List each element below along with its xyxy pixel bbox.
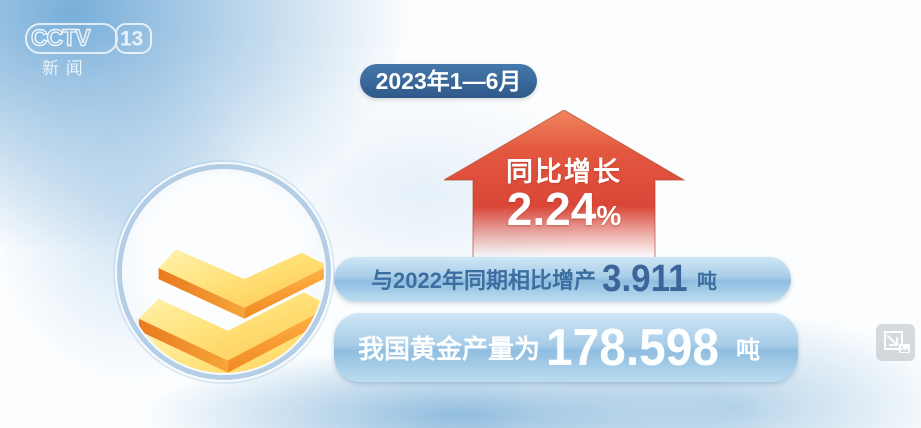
svg-text:新 闻: 新 闻 [42,59,83,78]
svg-text:CCTV: CCTV [31,25,91,51]
svg-text:13: 13 [120,28,143,51]
